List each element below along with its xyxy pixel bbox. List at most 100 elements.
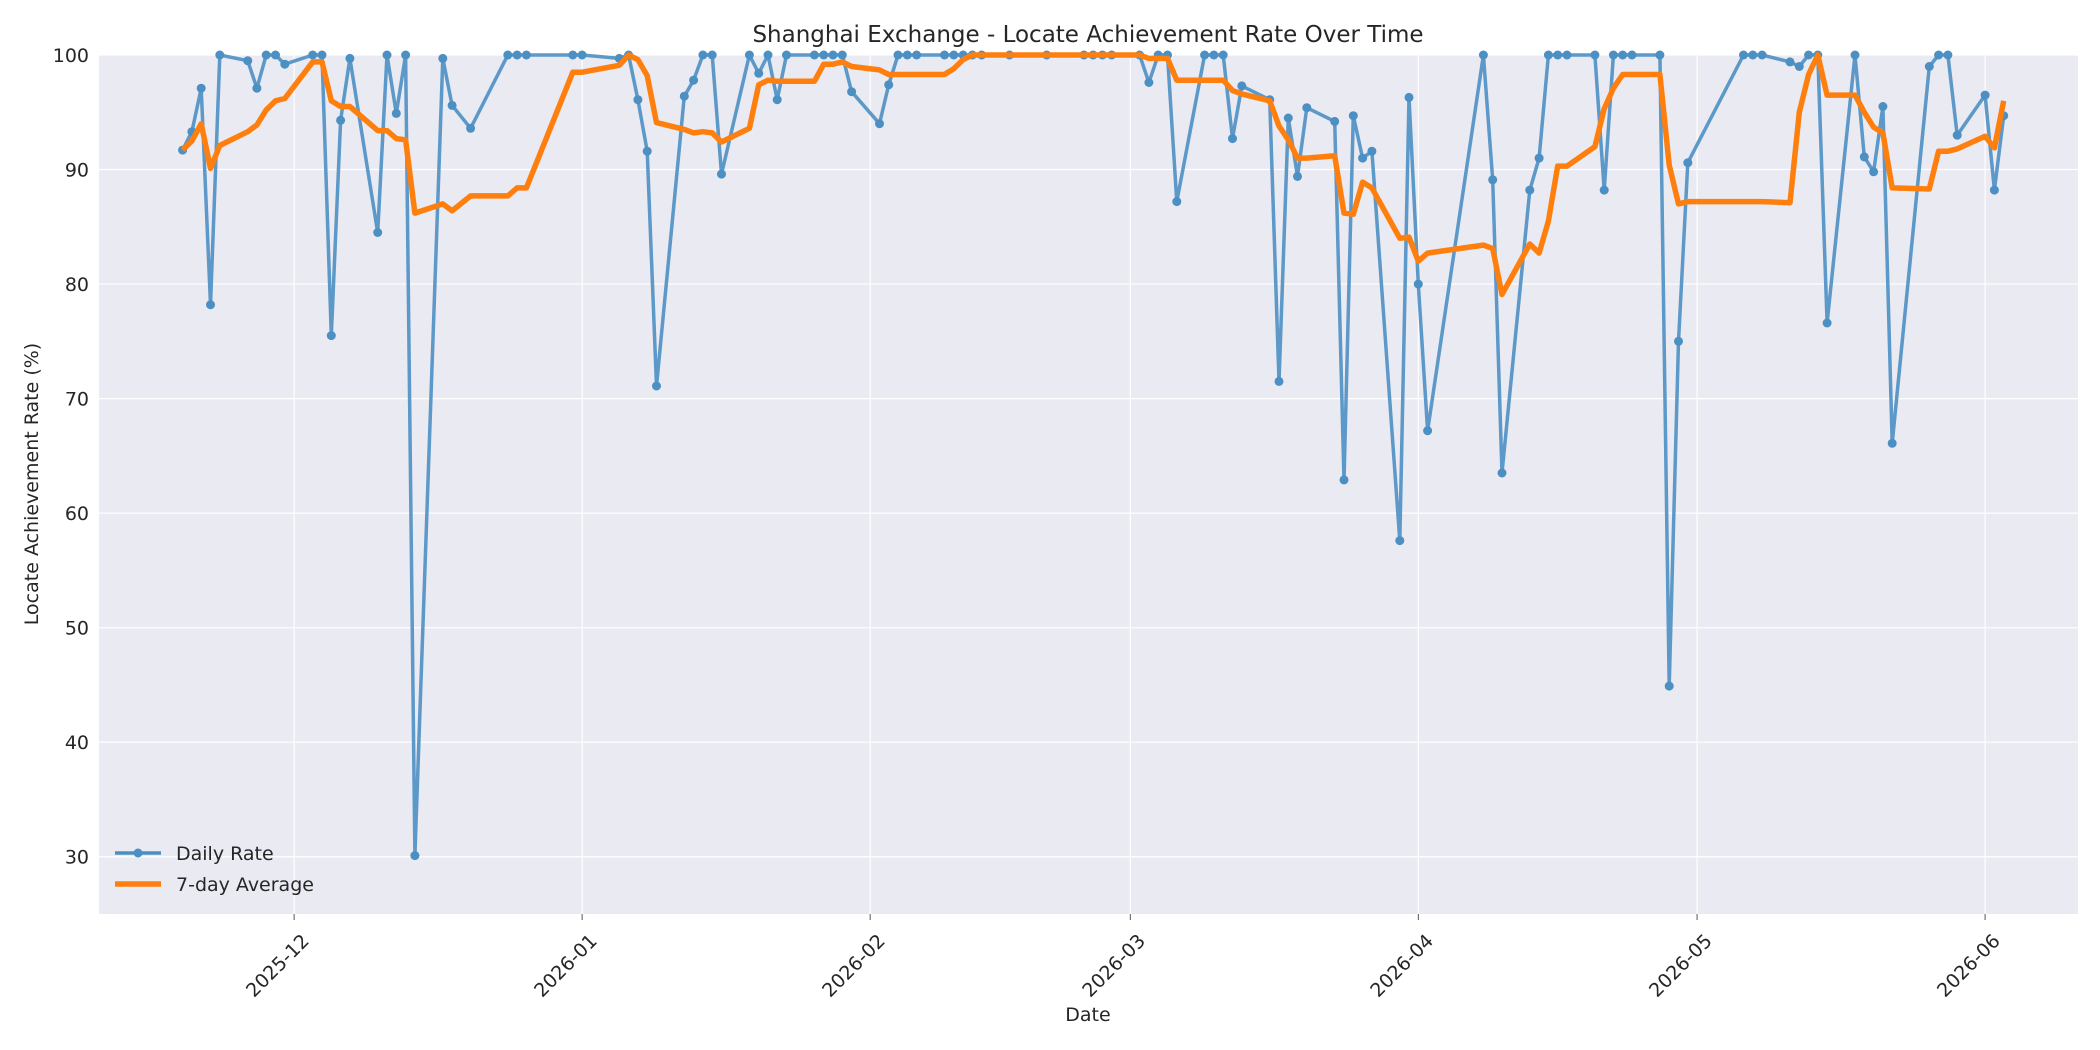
data-point-daily-rate: [1228, 134, 1237, 144]
data-point-daily-rate: [215, 50, 225, 60]
data-point-daily-rate: [271, 50, 280, 60]
y-tick-label: 100: [53, 45, 89, 67]
data-point-daily-rate: [1683, 158, 1693, 168]
data-point-daily-rate: [1952, 130, 1962, 140]
data-point-daily-rate: [1887, 438, 1897, 448]
data-point-daily-rate: [893, 50, 903, 60]
data-point-daily-rate: [772, 95, 782, 105]
data-point-daily-rate: [391, 108, 401, 118]
data-point-daily-rate: [902, 50, 912, 60]
data-point-daily-rate: [1859, 152, 1869, 162]
data-point-daily-rate: [1664, 681, 1674, 691]
y-tick-label: 90: [65, 160, 89, 182]
data-point-daily-rate: [1543, 50, 1553, 60]
data-point-daily-rate: [447, 100, 457, 110]
data-point-daily-rate: [828, 50, 838, 60]
data-point-daily-rate: [875, 119, 884, 129]
data-point-daily-rate: [1869, 167, 1879, 177]
data-point-daily-rate: [1674, 336, 1683, 346]
legend: Daily Rate 7-day Average: [115, 843, 314, 896]
y-tick-label: 30: [65, 847, 89, 869]
data-point-daily-rate: [754, 68, 764, 78]
series-layer: [178, 50, 2009, 861]
data-point-daily-rate: [1534, 153, 1544, 163]
data-point-daily-rate: [707, 50, 717, 60]
data-point-daily-rate: [1209, 50, 1219, 60]
data-point-daily-rate: [1497, 468, 1507, 478]
data-point-daily-rate: [1200, 50, 1210, 60]
data-point-daily-rate: [1330, 116, 1340, 126]
grid-lines: [99, 54, 2078, 914]
data-point-daily-rate: [1218, 50, 1228, 60]
data-point-daily-rate: [698, 50, 708, 60]
data-point-daily-rate: [512, 50, 522, 60]
data-point-daily-rate: [1980, 90, 1990, 100]
data-point-daily-rate: [1144, 78, 1154, 87]
data-point-daily-rate: [1804, 50, 1814, 60]
data-point-daily-rate: [1655, 50, 1665, 60]
data-point-daily-rate: [1989, 185, 1999, 195]
data-point-daily-rate: [373, 228, 383, 237]
data-point-daily-rate: [438, 53, 448, 63]
data-point-daily-rate: [912, 50, 922, 60]
data-point-daily-rate: [206, 300, 215, 310]
y-tick-label: 80: [65, 274, 89, 296]
data-point-daily-rate: [1794, 62, 1804, 71]
data-point-daily-rate: [679, 91, 689, 101]
data-point-daily-rate: [782, 50, 791, 60]
data-point-daily-rate: [280, 59, 290, 69]
data-point-daily-rate: [1599, 185, 1609, 195]
data-point-daily-rate: [763, 50, 773, 60]
data-point-daily-rate: [940, 50, 949, 60]
data-point-daily-rate: [466, 123, 476, 133]
data-point-daily-rate: [1478, 50, 1488, 60]
data-point-daily-rate: [847, 87, 857, 97]
data-point-daily-rate: [1608, 50, 1618, 60]
data-point-daily-rate: [1293, 171, 1302, 181]
data-point-daily-rate: [1822, 318, 1832, 328]
data-point-daily-rate: [1339, 475, 1349, 485]
data-point-daily-rate: [252, 83, 262, 93]
data-point-daily-rate: [503, 50, 513, 60]
legend-label-daily: Daily Rate: [176, 843, 274, 865]
data-point-daily-rate: [326, 331, 336, 341]
data-point-daily-rate: [884, 80, 894, 90]
data-point-daily-rate: [642, 146, 652, 156]
y-axis-label: Locate Achievement Rate (%): [21, 343, 43, 625]
data-point-daily-rate: [577, 50, 587, 60]
data-point-daily-rate: [1924, 62, 1934, 71]
y-tick-label: 70: [65, 389, 89, 411]
chart-title: Shanghai Exchange - Locate Achievement R…: [752, 22, 1423, 48]
data-point-daily-rate: [382, 50, 392, 60]
data-point-daily-rate: [1878, 102, 1888, 111]
plot-area: [99, 55, 2078, 914]
data-point-daily-rate: [568, 50, 578, 60]
data-point-daily-rate: [1934, 50, 1944, 60]
data-point-daily-rate: [717, 169, 726, 179]
series-line-7-day-average: [180, 52, 2007, 298]
data-point-daily-rate: [1367, 146, 1377, 156]
data-point-daily-rate: [336, 115, 346, 125]
data-point-daily-rate: [1395, 536, 1405, 546]
data-point-daily-rate: [837, 50, 847, 60]
y-tick-label: 60: [65, 503, 89, 525]
data-point-daily-rate: [1590, 50, 1600, 60]
data-point-daily-rate: [1283, 113, 1293, 123]
data-point-daily-rate: [744, 50, 754, 60]
data-point-daily-rate: [308, 50, 318, 60]
data-point-daily-rate: [1423, 426, 1433, 436]
data-point-daily-rate: [1358, 153, 1368, 163]
data-point-daily-rate: [261, 50, 271, 60]
data-point-daily-rate: [819, 50, 829, 60]
data-point-daily-rate: [809, 50, 819, 60]
data-point-daily-rate: [1302, 103, 1312, 113]
data-point-daily-rate: [949, 50, 959, 60]
data-point-daily-rate: [689, 75, 699, 85]
data-point-daily-rate: [345, 53, 355, 63]
data-point-daily-rate: [521, 50, 531, 60]
data-point-daily-rate: [410, 851, 420, 861]
data-point-daily-rate: [1562, 50, 1572, 60]
legend-label-average: 7-day Average: [176, 874, 314, 896]
data-point-daily-rate: [1757, 50, 1767, 60]
data-point-daily-rate: [196, 83, 206, 93]
